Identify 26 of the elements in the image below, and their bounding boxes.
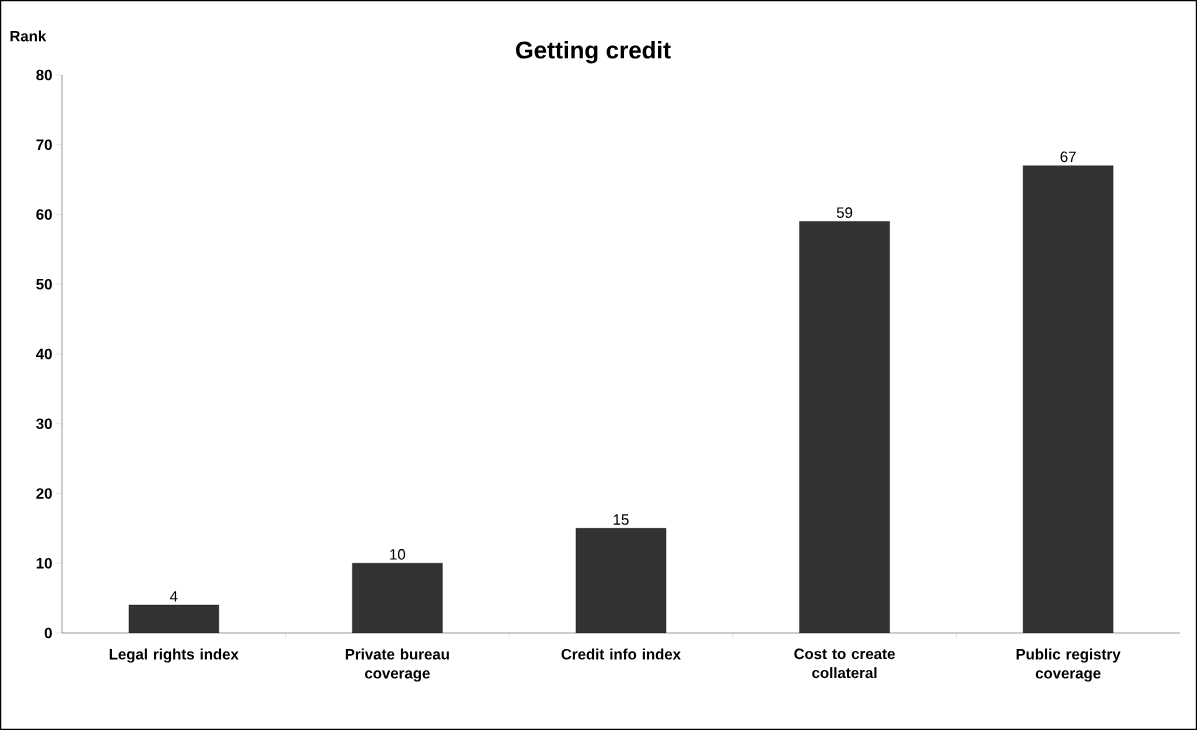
y-tick-label: 50: [36, 278, 52, 290]
bar: [575, 528, 666, 633]
bar: [352, 563, 443, 633]
bar: [128, 605, 219, 633]
x-tick-label: Public registry coverage: [1016, 648, 1121, 682]
y-tick-label: 20: [36, 488, 52, 499]
data-label: 4: [169, 591, 178, 602]
y-axis-title: Rank: [10, 30, 47, 42]
y-tick-label: 80: [36, 69, 52, 81]
y-tick-label: 70: [36, 139, 52, 151]
x-tick-label: Credit info index: [561, 648, 681, 660]
y-tick-label: 10: [36, 557, 52, 569]
data-label: 59: [836, 207, 853, 218]
chart-title: Getting credit: [516, 40, 671, 64]
x-tick-label: Legal rights index: [109, 648, 239, 663]
bar: [799, 221, 890, 633]
y-tick-label: 60: [36, 209, 52, 220]
y-tick-label: 0: [44, 627, 52, 639]
data-label: 10: [390, 549, 406, 560]
y-tick-label: 30: [36, 418, 52, 430]
data-label: 67: [1060, 151, 1076, 163]
y-tick-label: 40: [36, 348, 52, 360]
bar: [1022, 165, 1114, 633]
data-label: 15: [613, 514, 629, 525]
x-tick-label: Cost to create collateral: [794, 648, 895, 679]
x-tick-label: Private bureau coverage: [345, 648, 449, 682]
